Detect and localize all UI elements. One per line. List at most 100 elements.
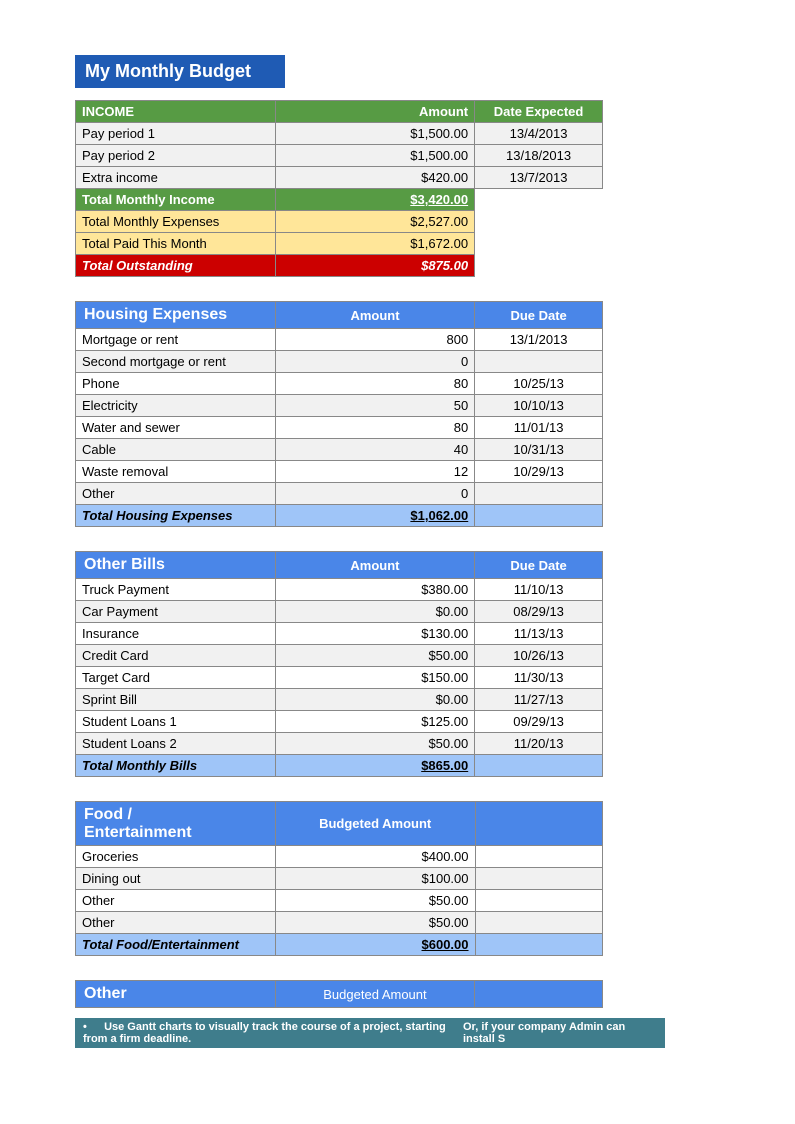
row-label: Other	[76, 890, 276, 912]
income-row-amount: $1,500.00	[275, 145, 474, 167]
table-row: Target Card$150.0011/30/13	[76, 667, 603, 689]
row-date: 10/31/13	[475, 439, 603, 461]
table-row: Second mortgage or rent0	[76, 351, 603, 373]
row-amount: $0.00	[275, 601, 474, 623]
row-amount: 0	[275, 351, 474, 373]
paid-row: Total Paid This Month $1,672.00	[76, 233, 603, 255]
paid-amount: $1,672.00	[275, 233, 474, 255]
income-header-amount: Amount	[275, 101, 474, 123]
row-label: Phone	[76, 373, 276, 395]
income-row-amount: $1,500.00	[275, 123, 474, 145]
food-header-amount: Budgeted Amount	[275, 802, 475, 846]
empty-cell	[475, 233, 603, 255]
table-row: Mortgage or rent80013/1/2013	[76, 329, 603, 351]
other-header-amount: Budgeted Amount	[275, 981, 475, 1008]
row-label: Student Loans 1	[76, 711, 276, 733]
outstanding-row: Total Outstanding $875.00	[76, 255, 603, 277]
bullet-icon: •	[83, 1021, 101, 1033]
expenses-label: Total Monthly Expenses	[76, 211, 276, 233]
row-amount: 80	[275, 417, 474, 439]
income-row-date: 13/18/2013	[475, 145, 603, 167]
row-label: Insurance	[76, 623, 276, 645]
housing-header-label: Housing Expenses	[76, 302, 276, 329]
row-date: 13/1/2013	[475, 329, 603, 351]
food-total-label: Total Food/Entertainment	[76, 934, 276, 956]
row-label: Student Loans 2	[76, 733, 276, 755]
row-label: Truck Payment	[76, 579, 276, 601]
footer-bar: • Use Gantt charts to visually track the…	[75, 1018, 665, 1048]
row-date	[475, 890, 602, 912]
footer-left: • Use Gantt charts to visually track the…	[83, 1021, 463, 1045]
row-amount: $150.00	[275, 667, 474, 689]
income-table: INCOME Amount Date Expected Pay period 1…	[75, 100, 603, 277]
row-date	[475, 351, 603, 373]
row-amount: 12	[275, 461, 474, 483]
income-header: INCOME Amount Date Expected	[76, 101, 603, 123]
row-label: Other	[76, 483, 276, 505]
bills-total-label: Total Monthly Bills	[76, 755, 276, 777]
row-date: 10/25/13	[475, 373, 603, 395]
other-header: Other Budgeted Amount	[76, 981, 603, 1008]
row-label: Water and sewer	[76, 417, 276, 439]
table-row: Other$50.00	[76, 912, 603, 934]
table-row: Waste removal1210/29/13	[76, 461, 603, 483]
food-header-date	[475, 802, 602, 846]
table-row: Other0	[76, 483, 603, 505]
row-date: 10/10/13	[475, 395, 603, 417]
food-total-row: Total Food/Entertainment $600.00	[76, 934, 603, 956]
income-row: Extra income $420.00 13/7/2013	[76, 167, 603, 189]
row-amount: $50.00	[275, 912, 475, 934]
row-label: Cable	[76, 439, 276, 461]
footer-left-text: Use Gantt charts to visually track the c…	[83, 1021, 446, 1045]
empty-cell	[475, 755, 603, 777]
housing-total-row: Total Housing Expenses $1,062.00	[76, 505, 603, 527]
row-date: 11/01/13	[475, 417, 603, 439]
housing-table: Housing Expenses Amount Due Date Mortgag…	[75, 301, 603, 527]
page-title: My Monthly Budget	[75, 55, 285, 88]
expenses-amount: $2,527.00	[275, 211, 474, 233]
row-amount: 80	[275, 373, 474, 395]
table-row: Dining out$100.00	[76, 868, 603, 890]
outstanding-amount: $875.00	[275, 255, 474, 277]
row-date: 11/20/13	[475, 733, 603, 755]
income-row-label: Extra income	[76, 167, 276, 189]
row-label: Waste removal	[76, 461, 276, 483]
row-amount: $380.00	[275, 579, 474, 601]
row-amount: $100.00	[275, 868, 475, 890]
table-row: Phone8010/25/13	[76, 373, 603, 395]
row-amount: 40	[275, 439, 474, 461]
bills-total-amount: $865.00	[275, 755, 474, 777]
row-amount: $130.00	[275, 623, 474, 645]
row-date: 10/26/13	[475, 645, 603, 667]
row-label: Car Payment	[76, 601, 276, 623]
row-date	[475, 483, 603, 505]
table-row: Cable4010/31/13	[76, 439, 603, 461]
bills-header: Other Bills Amount Due Date	[76, 552, 603, 579]
empty-cell	[475, 934, 602, 956]
row-label: Other	[76, 912, 276, 934]
row-label: Mortgage or rent	[76, 329, 276, 351]
row-date: 11/30/13	[475, 667, 603, 689]
food-total-amount: $600.00	[275, 934, 475, 956]
row-amount: 50	[275, 395, 474, 417]
housing-total-label: Total Housing Expenses	[76, 505, 276, 527]
housing-total-amount: $1,062.00	[275, 505, 474, 527]
row-amount: $50.00	[275, 890, 475, 912]
table-row: Credit Card$50.0010/26/13	[76, 645, 603, 667]
empty-cell	[475, 211, 603, 233]
row-date: 10/29/13	[475, 461, 603, 483]
paid-label: Total Paid This Month	[76, 233, 276, 255]
row-amount: $125.00	[275, 711, 474, 733]
row-date: 09/29/13	[475, 711, 603, 733]
table-row: Water and sewer8011/01/13	[76, 417, 603, 439]
row-label: Sprint Bill	[76, 689, 276, 711]
row-amount: 0	[275, 483, 474, 505]
outstanding-label: Total Outstanding	[76, 255, 276, 277]
bills-header-date: Due Date	[475, 552, 603, 579]
row-date: 11/13/13	[475, 623, 603, 645]
table-row: Truck Payment$380.0011/10/13	[76, 579, 603, 601]
row-amount: $0.00	[275, 689, 474, 711]
row-date	[475, 912, 602, 934]
income-header-label: INCOME	[76, 101, 276, 123]
empty-cell	[475, 505, 603, 527]
